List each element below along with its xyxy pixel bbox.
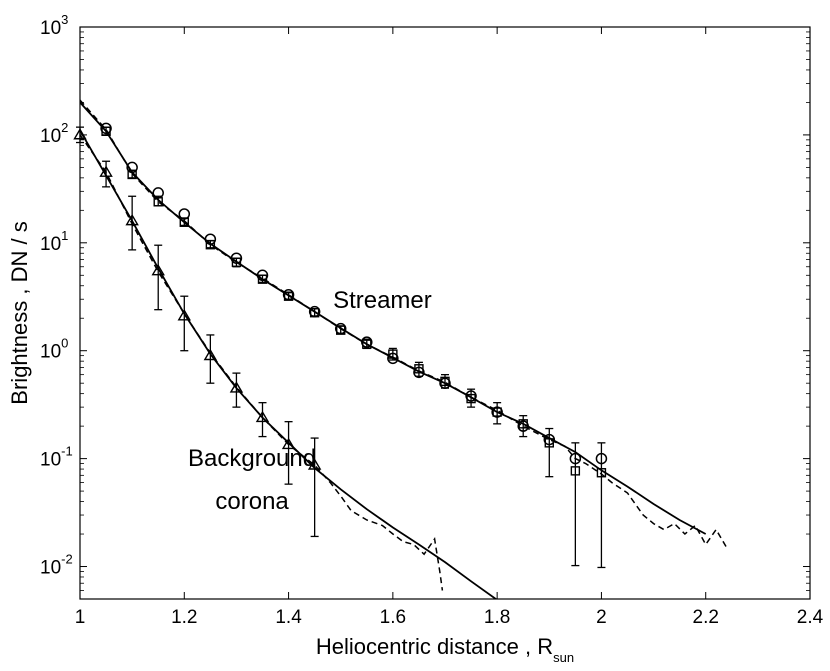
annotations-layer: Streamer Background corona [188, 287, 432, 515]
square-point [518, 419, 528, 429]
triangle-point [255, 410, 270, 423]
x-axis-title-subscript: sun [553, 650, 574, 665]
dashed-curve [80, 99, 728, 548]
square-point [388, 349, 398, 359]
x-tick-label: 1 [75, 607, 86, 628]
square-point [414, 364, 424, 374]
y-tick-label: 10-2 [40, 552, 73, 579]
triangle-point [203, 348, 218, 361]
square-point [153, 197, 163, 207]
square-point [179, 217, 189, 227]
y-tick-label: 100 [40, 336, 68, 363]
y-axis-title: Brightness , DN / s [7, 221, 32, 404]
plot-frame [79, 26, 811, 600]
y-tick-label: 102 [40, 120, 68, 147]
annotation-label: Streamer [333, 287, 432, 314]
x-axis-title: Heliocentric distance , Rsun [316, 634, 574, 665]
x-tick-label: 1.2 [171, 607, 197, 628]
y-tick-label: 103 [40, 12, 68, 39]
triangle-point [229, 381, 244, 393]
annotation-label: Background [188, 445, 316, 472]
solid-curve [80, 101, 707, 535]
square-point [570, 466, 581, 476]
triangle-point [125, 213, 139, 226]
square-point [596, 468, 607, 478]
triangle-point [177, 309, 192, 321]
square-point [466, 393, 476, 404]
square-point [231, 257, 242, 267]
square-point [127, 169, 137, 180]
square-point [362, 339, 372, 349]
square-point [309, 308, 320, 318]
square-point [336, 325, 346, 335]
ticks-layer: 1 1.2 1.4 1.6 1.8 2 2.2 2.4 10-2 10-1 100 101 102 103 [40, 12, 824, 628]
x-tick-label: 1.8 [484, 607, 510, 628]
square-point [283, 291, 294, 301]
square-point [492, 407, 502, 417]
triangle-point [307, 458, 322, 470]
x-tick-label: 2.4 [797, 607, 824, 628]
square-point [257, 274, 268, 284]
triangle-point [281, 437, 296, 450]
y-tick-label: 101 [40, 228, 68, 255]
square-point [101, 126, 111, 136]
y-tick-label: 10-1 [40, 444, 73, 471]
solid-curve [80, 129, 498, 599]
x-tick-label: 2.2 [693, 607, 719, 628]
square-point [205, 240, 216, 250]
clipped-series [80, 99, 728, 599]
x-tick-label: 1.6 [380, 607, 406, 628]
x-axis-title-main: Heliocentric distance , R [316, 634, 553, 659]
triangle-point [99, 165, 113, 177]
x-tick-label: 1.4 [275, 607, 302, 628]
square-point [544, 438, 554, 448]
x-tick-label: 2 [596, 607, 607, 628]
square-point [440, 376, 450, 387]
triangle-point [151, 263, 165, 276]
series-layer [73, 99, 728, 599]
annotation-label: corona [215, 488, 289, 515]
dashed-curve [80, 134, 444, 591]
